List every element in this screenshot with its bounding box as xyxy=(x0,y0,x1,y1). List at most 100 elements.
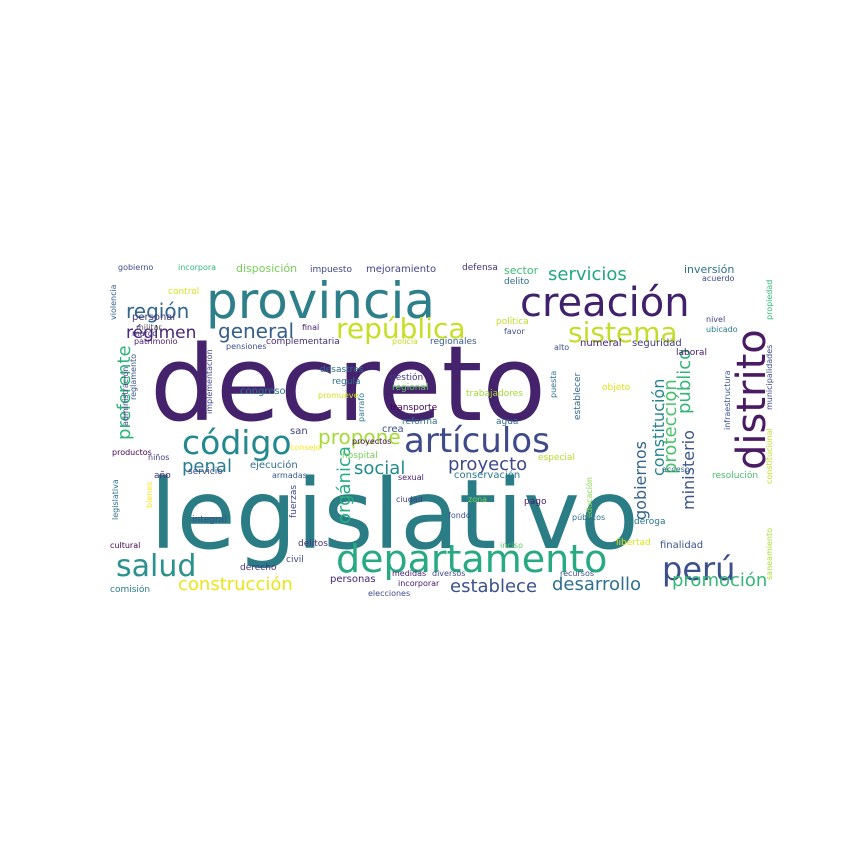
word-104: zona xyxy=(468,495,487,504)
word-113: finalidad xyxy=(660,540,703,551)
word-53: favor xyxy=(504,327,525,336)
word-31: inversión xyxy=(684,263,734,276)
word-94: sexual xyxy=(398,473,424,482)
word-7: código xyxy=(182,423,292,462)
word-57: propiedad xyxy=(765,280,774,320)
word-107: públicos xyxy=(572,513,605,522)
word-26: público xyxy=(674,349,695,414)
word-67: gestión xyxy=(390,372,423,383)
word-32: gobierno xyxy=(118,263,153,272)
word-105: pago xyxy=(524,497,547,507)
word-1: legislativo xyxy=(150,459,639,571)
word-116: recursos xyxy=(560,569,594,578)
word-47: pensiones xyxy=(226,342,267,351)
word-70: promueve xyxy=(318,391,359,400)
word-91: ejecución xyxy=(250,459,298,471)
word-118: civil xyxy=(286,555,304,565)
word-93: armadas xyxy=(272,471,307,480)
word-11: perú xyxy=(662,550,735,588)
word-69: congreso xyxy=(240,386,286,397)
word-76: objeto xyxy=(602,383,631,393)
word-50: política xyxy=(496,317,529,327)
word-74: puesta xyxy=(549,371,558,398)
word-78: constitucional xyxy=(765,428,774,484)
word-63: administración xyxy=(120,367,130,426)
word-2: provincia xyxy=(206,272,435,330)
word-36: mejoramiento xyxy=(366,264,436,275)
word-24: preferente xyxy=(114,345,135,440)
word-101: integral xyxy=(192,515,227,525)
word-48: final xyxy=(302,323,319,332)
word-103: ciudad xyxy=(396,495,423,504)
word-120: incorporar xyxy=(398,579,440,588)
word-62: reglamento xyxy=(129,354,138,400)
word-64: implementación xyxy=(204,349,214,414)
word-45: marco xyxy=(132,329,157,338)
word-111: inciso xyxy=(500,541,523,550)
word-68: regional xyxy=(392,383,428,393)
word-52: regionales xyxy=(430,337,477,347)
word-18: social xyxy=(354,458,405,479)
word-87: especial xyxy=(538,453,575,463)
word-92: servicio xyxy=(188,467,223,477)
word-86: proyectos xyxy=(352,437,391,446)
word-13: régimen xyxy=(126,323,196,343)
word-41: violencia xyxy=(109,284,118,320)
word-4: departamento xyxy=(336,537,607,581)
word-96: acceso xyxy=(662,465,690,474)
word-29: gobiernos xyxy=(631,441,650,520)
word-109: cultural xyxy=(110,541,140,550)
word-40: acuerdo xyxy=(702,274,735,283)
word-75: establecer xyxy=(573,372,583,420)
word-110: delitos xyxy=(298,539,328,549)
word-16: propone xyxy=(318,425,401,449)
word-10: salud xyxy=(116,549,196,584)
word-43: personal xyxy=(132,312,175,323)
word-95: conservación xyxy=(454,469,520,481)
word-98: educación xyxy=(584,477,594,518)
word-88: productos xyxy=(112,448,152,457)
word-81: crea xyxy=(382,424,404,435)
word-51: policía xyxy=(392,337,418,346)
word-61: laboral xyxy=(676,348,707,358)
word-19: penal xyxy=(182,456,232,477)
word-115: diversos xyxy=(432,569,465,578)
word-117: derecho xyxy=(240,563,277,573)
word-25: orgánica xyxy=(334,446,355,524)
word-90: año xyxy=(154,471,171,481)
word-82: reforma xyxy=(402,417,438,427)
word-121: elecciones xyxy=(368,589,410,598)
word-89: niños xyxy=(148,453,169,462)
word-102: fuerzas xyxy=(289,485,299,518)
word-37: defensa xyxy=(462,263,498,273)
word-6: artículos xyxy=(404,421,550,461)
word-58: numeral xyxy=(580,338,622,349)
word-23: promoción xyxy=(672,570,767,591)
word-108: deroga xyxy=(634,517,666,527)
word-59: seguridad xyxy=(632,338,682,349)
word-99: legislativa xyxy=(111,479,120,520)
word-66: regula xyxy=(332,377,360,387)
word-97: resolución xyxy=(712,470,758,481)
word-72: transporte xyxy=(390,403,438,413)
word-49: complementaria xyxy=(266,337,340,347)
word-106: fondo xyxy=(448,511,471,520)
word-114: medidas xyxy=(392,569,426,578)
word-8: república xyxy=(336,312,466,345)
word-112: libertad xyxy=(616,538,651,548)
word-100: bienes xyxy=(145,482,154,508)
word-65: desastres xyxy=(320,365,364,375)
word-28: ministerio xyxy=(679,430,698,510)
word-80: san xyxy=(290,426,308,437)
word-27: protección xyxy=(660,379,681,474)
word-55: ubicado xyxy=(706,325,738,334)
word-12: región xyxy=(126,299,189,323)
word-35: impuesto xyxy=(310,265,352,275)
word-39: delito xyxy=(504,277,530,287)
word-22: desarrollo xyxy=(552,574,641,595)
word-34: disposición xyxy=(236,262,297,275)
word-30: constitución xyxy=(649,379,668,476)
word-5: distrito xyxy=(729,329,775,470)
